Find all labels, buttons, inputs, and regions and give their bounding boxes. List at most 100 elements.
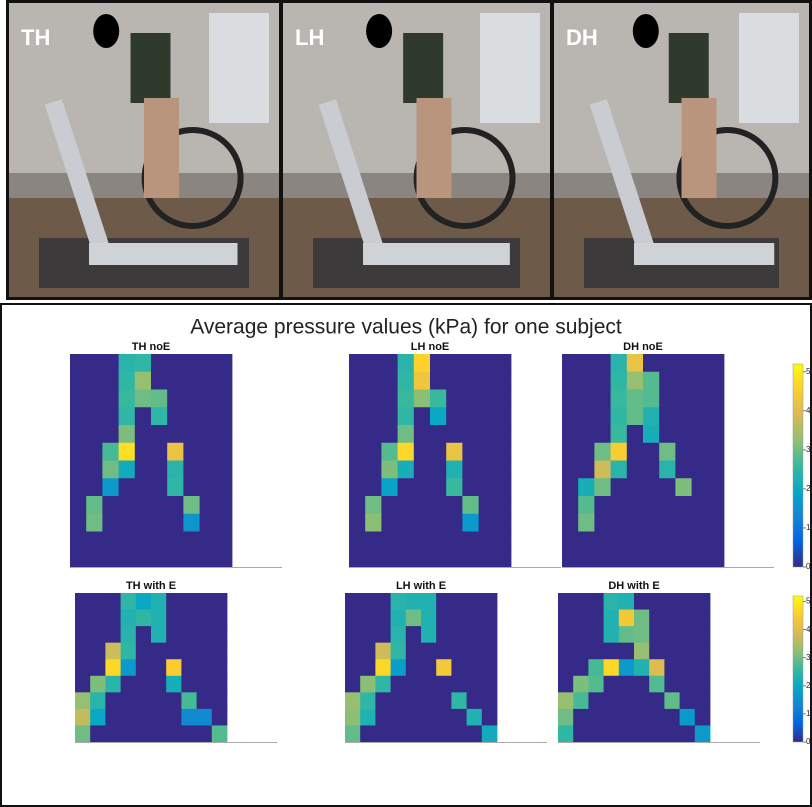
heatmap-cell — [421, 692, 437, 710]
heatmap-cell — [451, 626, 467, 644]
heatmap-cell — [413, 513, 431, 532]
heatmap-cell — [118, 442, 136, 461]
heatmap-cell — [430, 460, 447, 479]
heatmap-cell — [634, 609, 650, 627]
heatmap-cell — [134, 407, 152, 426]
heatmap-cell — [360, 692, 376, 710]
heatmap-cell — [181, 708, 197, 726]
heatmap-cell — [558, 675, 574, 693]
heatmap-cell — [446, 513, 463, 532]
heatmap-cell — [462, 531, 479, 550]
heatmap-cell — [610, 513, 628, 532]
heatmap-cell — [462, 496, 479, 515]
heatmap-cell — [562, 371, 579, 390]
heatmap-cell — [610, 442, 628, 461]
heatmap-cell — [679, 659, 696, 677]
heatmap-cell — [181, 675, 197, 693]
heatmap-cell — [436, 675, 452, 693]
heatmap-cell — [578, 389, 595, 408]
heatmap-cell — [494, 460, 512, 479]
heatmap-cell — [707, 354, 725, 373]
heatmap-cell — [421, 675, 437, 693]
heatmap-cell — [75, 642, 91, 660]
heatmap-cell — [118, 513, 136, 532]
heatmap-cell — [478, 496, 496, 515]
heatmap-cell — [120, 626, 137, 644]
heatmap-cell — [86, 389, 103, 408]
heatmap-cell — [573, 725, 589, 743]
heatmap-cell — [562, 407, 579, 426]
heatmap-cell — [691, 371, 709, 390]
heatmap-cell — [494, 354, 512, 373]
heatmap-cell — [120, 692, 137, 710]
heatmap-cell — [397, 549, 415, 568]
heatmap-cell — [707, 478, 725, 497]
heatmap-cell — [345, 626, 361, 644]
heatmap-cell — [211, 593, 228, 610]
heatmap-cell — [118, 531, 136, 550]
heatmap-cell — [381, 460, 398, 479]
heatmap-cell — [405, 626, 422, 644]
heatmap-cell — [664, 642, 680, 660]
heatmap-cell — [102, 460, 119, 479]
heatmap-cell — [151, 354, 168, 373]
heatmap-cell — [183, 478, 200, 497]
heatmap-cell — [120, 725, 137, 743]
heatmap-cell — [594, 549, 611, 568]
heatmap-cell — [610, 460, 628, 479]
heatmap-cell — [102, 549, 119, 568]
heatmap-cell — [102, 425, 119, 444]
heatmap-cell — [75, 659, 91, 677]
heatmap-cell — [183, 389, 200, 408]
heatmap-cell — [618, 692, 635, 710]
heatmap-cell — [603, 609, 620, 627]
heatmap-cell — [365, 478, 382, 497]
heatmap-cell — [102, 478, 119, 497]
heatmap-cell — [349, 389, 366, 408]
heatmap-cell — [421, 626, 437, 644]
heatmap-cell — [151, 513, 168, 532]
heatmap-cell — [478, 513, 496, 532]
heatmap-cell — [675, 442, 692, 461]
heatmap-cell — [135, 725, 152, 743]
heatmap-cell — [588, 593, 604, 610]
colorbar — [792, 363, 804, 568]
heatmap-cell — [610, 407, 628, 426]
heatmap-cell — [634, 642, 650, 660]
heatmap-cell — [397, 531, 415, 550]
heatmap-cell — [573, 593, 589, 610]
heatmap-cell — [649, 609, 665, 627]
heatmap-cell — [558, 593, 574, 610]
heatmap-cell — [135, 642, 152, 660]
heatmap-cell — [196, 609, 213, 627]
heatmap-cell — [365, 531, 382, 550]
heatmap-cell — [675, 531, 692, 550]
heatmap-cell — [691, 354, 709, 373]
heatmap-cell — [215, 425, 233, 444]
heatmap-cell — [707, 531, 725, 550]
heatmap-cell — [151, 692, 167, 710]
heatmap-cell — [694, 692, 711, 710]
heatmap-cell — [215, 460, 233, 479]
heatmap-cell — [421, 593, 437, 610]
heatmap-cell — [675, 549, 692, 568]
heatmap-cell — [494, 389, 512, 408]
heatmap-cell — [478, 371, 496, 390]
heatmap-cell — [167, 389, 184, 408]
heatmap-cell — [634, 626, 650, 644]
heatmap-cell — [679, 642, 696, 660]
heatmap-cell — [199, 371, 217, 390]
heatmap-cell — [659, 513, 676, 532]
heatmap-cell — [381, 442, 398, 461]
heatmap-cell — [134, 425, 152, 444]
heatmap-cell — [594, 531, 611, 550]
heatmap-cell — [365, 354, 382, 373]
heatmap-cell — [664, 626, 680, 644]
heatmap-cell — [446, 460, 463, 479]
heatmap-cell — [430, 478, 447, 497]
heatmap-cell — [494, 513, 512, 532]
heatmap-cell — [181, 725, 197, 743]
heatmap-cell — [594, 460, 611, 479]
heatmap-cell — [135, 659, 152, 677]
heatmap-cell — [481, 626, 498, 644]
